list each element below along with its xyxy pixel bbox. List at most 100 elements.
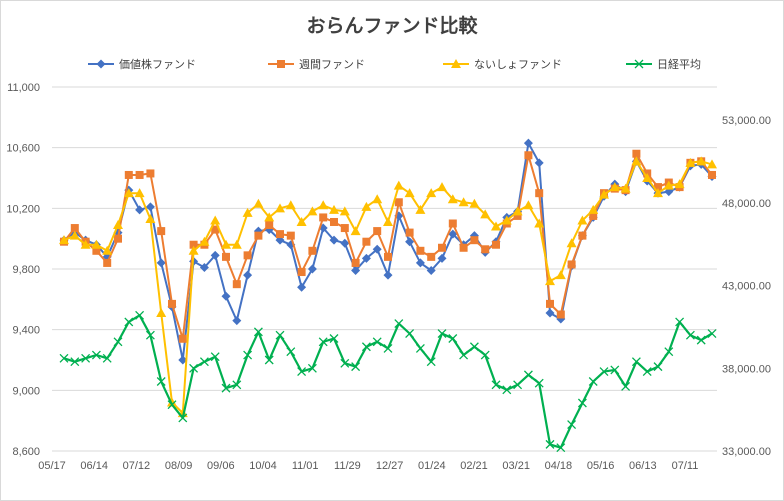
data-point (438, 243, 446, 252)
legend-marker (96, 59, 106, 69)
legend-marker (634, 59, 644, 69)
data-point (609, 182, 620, 192)
data-point (404, 188, 415, 198)
y-left-tick-label: 9,800 (12, 264, 40, 276)
data-point (124, 317, 134, 327)
data-point (275, 203, 285, 213)
data-point (81, 353, 91, 363)
data-point (405, 228, 414, 237)
data-point (286, 231, 295, 240)
x-tick-label: 12/27 (376, 460, 404, 472)
legend-label: ないしょファンド (474, 58, 562, 71)
data-point (189, 240, 198, 249)
data-point (297, 268, 306, 277)
data-point (340, 358, 350, 368)
data-point (103, 258, 112, 267)
data-point (113, 337, 123, 347)
data-point (448, 219, 457, 228)
data-point (642, 173, 653, 182)
data-point (59, 235, 69, 245)
data-point (168, 299, 176, 308)
data-point (458, 197, 469, 207)
data-point (653, 362, 663, 372)
y-right-tick-label: 38,000.00 (722, 363, 771, 375)
data-point (329, 235, 339, 245)
data-point (415, 204, 426, 214)
data-point (546, 299, 554, 308)
data-point (318, 337, 328, 347)
y-right-tick-label: 43,000.00 (722, 281, 771, 293)
data-point (308, 246, 317, 255)
data-point (232, 380, 242, 390)
data-point (91, 239, 102, 249)
y-left-tick-label: 11,000 (7, 82, 40, 94)
data-point (156, 377, 166, 386)
data-point (124, 170, 133, 179)
data-point (135, 310, 145, 320)
data-point (339, 206, 350, 216)
data-point (523, 200, 534, 210)
data-point (92, 246, 101, 255)
data-point (555, 270, 566, 280)
data-point (253, 198, 264, 208)
data-point (329, 334, 339, 343)
data-point (361, 201, 372, 211)
data-point (512, 206, 523, 216)
data-point (156, 307, 167, 317)
data-point (276, 230, 284, 239)
data-point (426, 266, 436, 276)
data-point (285, 200, 296, 210)
legend: 価値株ファンド 週間ファンド ないしょファンド 日経平均 (88, 57, 701, 71)
data-point (157, 227, 166, 236)
data-point (69, 230, 80, 240)
data-point (296, 216, 307, 226)
data-point (134, 188, 145, 198)
data-point (631, 357, 641, 367)
data-point (145, 213, 156, 223)
data-point (437, 182, 447, 192)
data-point (394, 198, 403, 207)
data-point (123, 188, 134, 198)
data-point (373, 227, 382, 236)
data-point (211, 225, 220, 234)
y-left-tick-label: 9,400 (12, 325, 40, 337)
data-point (231, 239, 242, 249)
data-point (243, 350, 253, 360)
data-point (534, 158, 544, 168)
y-axis-left: 8,600 9,000 9,400 9,800 10,200 10,600 11,000 (6, 82, 40, 458)
data-point (307, 264, 317, 274)
data-point (297, 367, 307, 377)
data-point (146, 169, 155, 178)
legend-item: ないしょファンド (443, 58, 562, 71)
data-point (178, 355, 188, 365)
data-point (523, 138, 533, 148)
data-point (675, 317, 685, 327)
data-point (253, 327, 263, 337)
data-point (210, 352, 220, 362)
data-point (577, 398, 587, 408)
data-point (232, 316, 242, 326)
data-point (275, 330, 285, 340)
data-point (383, 343, 393, 353)
data-point (372, 194, 383, 204)
data-point (189, 363, 199, 373)
x-tick-label: 01/24 (418, 460, 446, 472)
data-point (70, 357, 80, 367)
y-axis-right: 33,000.00 38,000.00 43,000.00 48,000.00 53,0… (722, 115, 771, 458)
data-point (524, 151, 533, 160)
data-point (59, 353, 69, 363)
data-point (415, 258, 425, 268)
series-layer (59, 138, 717, 453)
chart-title: おらんファンド比較 (306, 14, 478, 37)
y-right-tick-label: 53,000.00 (722, 115, 771, 127)
data-point (599, 189, 609, 199)
data-point (307, 206, 318, 216)
legend-marker (277, 60, 285, 68)
data-point (145, 330, 155, 340)
data-point (427, 252, 436, 261)
data-point (620, 183, 631, 193)
data-point (556, 443, 566, 453)
data-point (513, 211, 522, 220)
